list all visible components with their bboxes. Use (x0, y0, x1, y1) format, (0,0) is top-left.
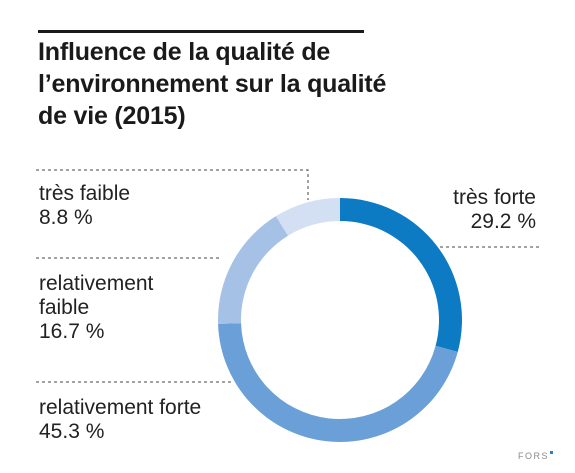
slice-label-relativement-forte-name: relativement forte (39, 396, 202, 419)
slice-label-tres-forte: très forte 29.2 % (453, 186, 536, 234)
chart-title-line-3: de vie (2015) (38, 102, 186, 130)
slice-label-relativement-faible-value: 16.7 % (39, 320, 105, 343)
slice-label-tres-faible-name: très faible (39, 182, 131, 205)
slice-label-tres-forte-name: très forte (453, 186, 536, 209)
title-rule (38, 30, 364, 33)
slice-label-relativement-faible-line-1: relativement (39, 272, 154, 295)
slice-label-relativement-faible: relativement faible 16.7 % (39, 272, 153, 344)
chart-title-line-2: l’environnement sur la qualité (38, 70, 387, 98)
slice-label-relativement-forte: relativement forte 45.3 % (39, 396, 201, 444)
slice-label-tres-faible: très faible 8.8 % (39, 182, 130, 230)
slice-tres-faible (275, 198, 340, 236)
chart-title-line-1: Influence de la qualité de (38, 38, 331, 66)
leader-line-tres-faible (36, 169, 309, 200)
leader-lines (36, 169, 540, 383)
slice-label-relativement-forte-value: 45.3 % (39, 420, 105, 443)
fors-logo-dot (550, 451, 553, 454)
slice-relativement-faible (217, 216, 289, 324)
slice-tres-forte (340, 198, 462, 352)
slice-relativement-forte (218, 323, 458, 442)
slice-label-relativement-faible-line-2: faible (39, 296, 90, 319)
fors-logo: FORS (518, 451, 553, 461)
fors-logo-text: FORS (517, 451, 549, 461)
slice-label-tres-faible-value: 8.8 % (39, 206, 93, 229)
donut-slices (217, 198, 462, 442)
chart-title: Influence de la qualité de l’environneme… (38, 36, 458, 132)
slice-label-tres-forte-value: 29.2 % (470, 210, 536, 233)
